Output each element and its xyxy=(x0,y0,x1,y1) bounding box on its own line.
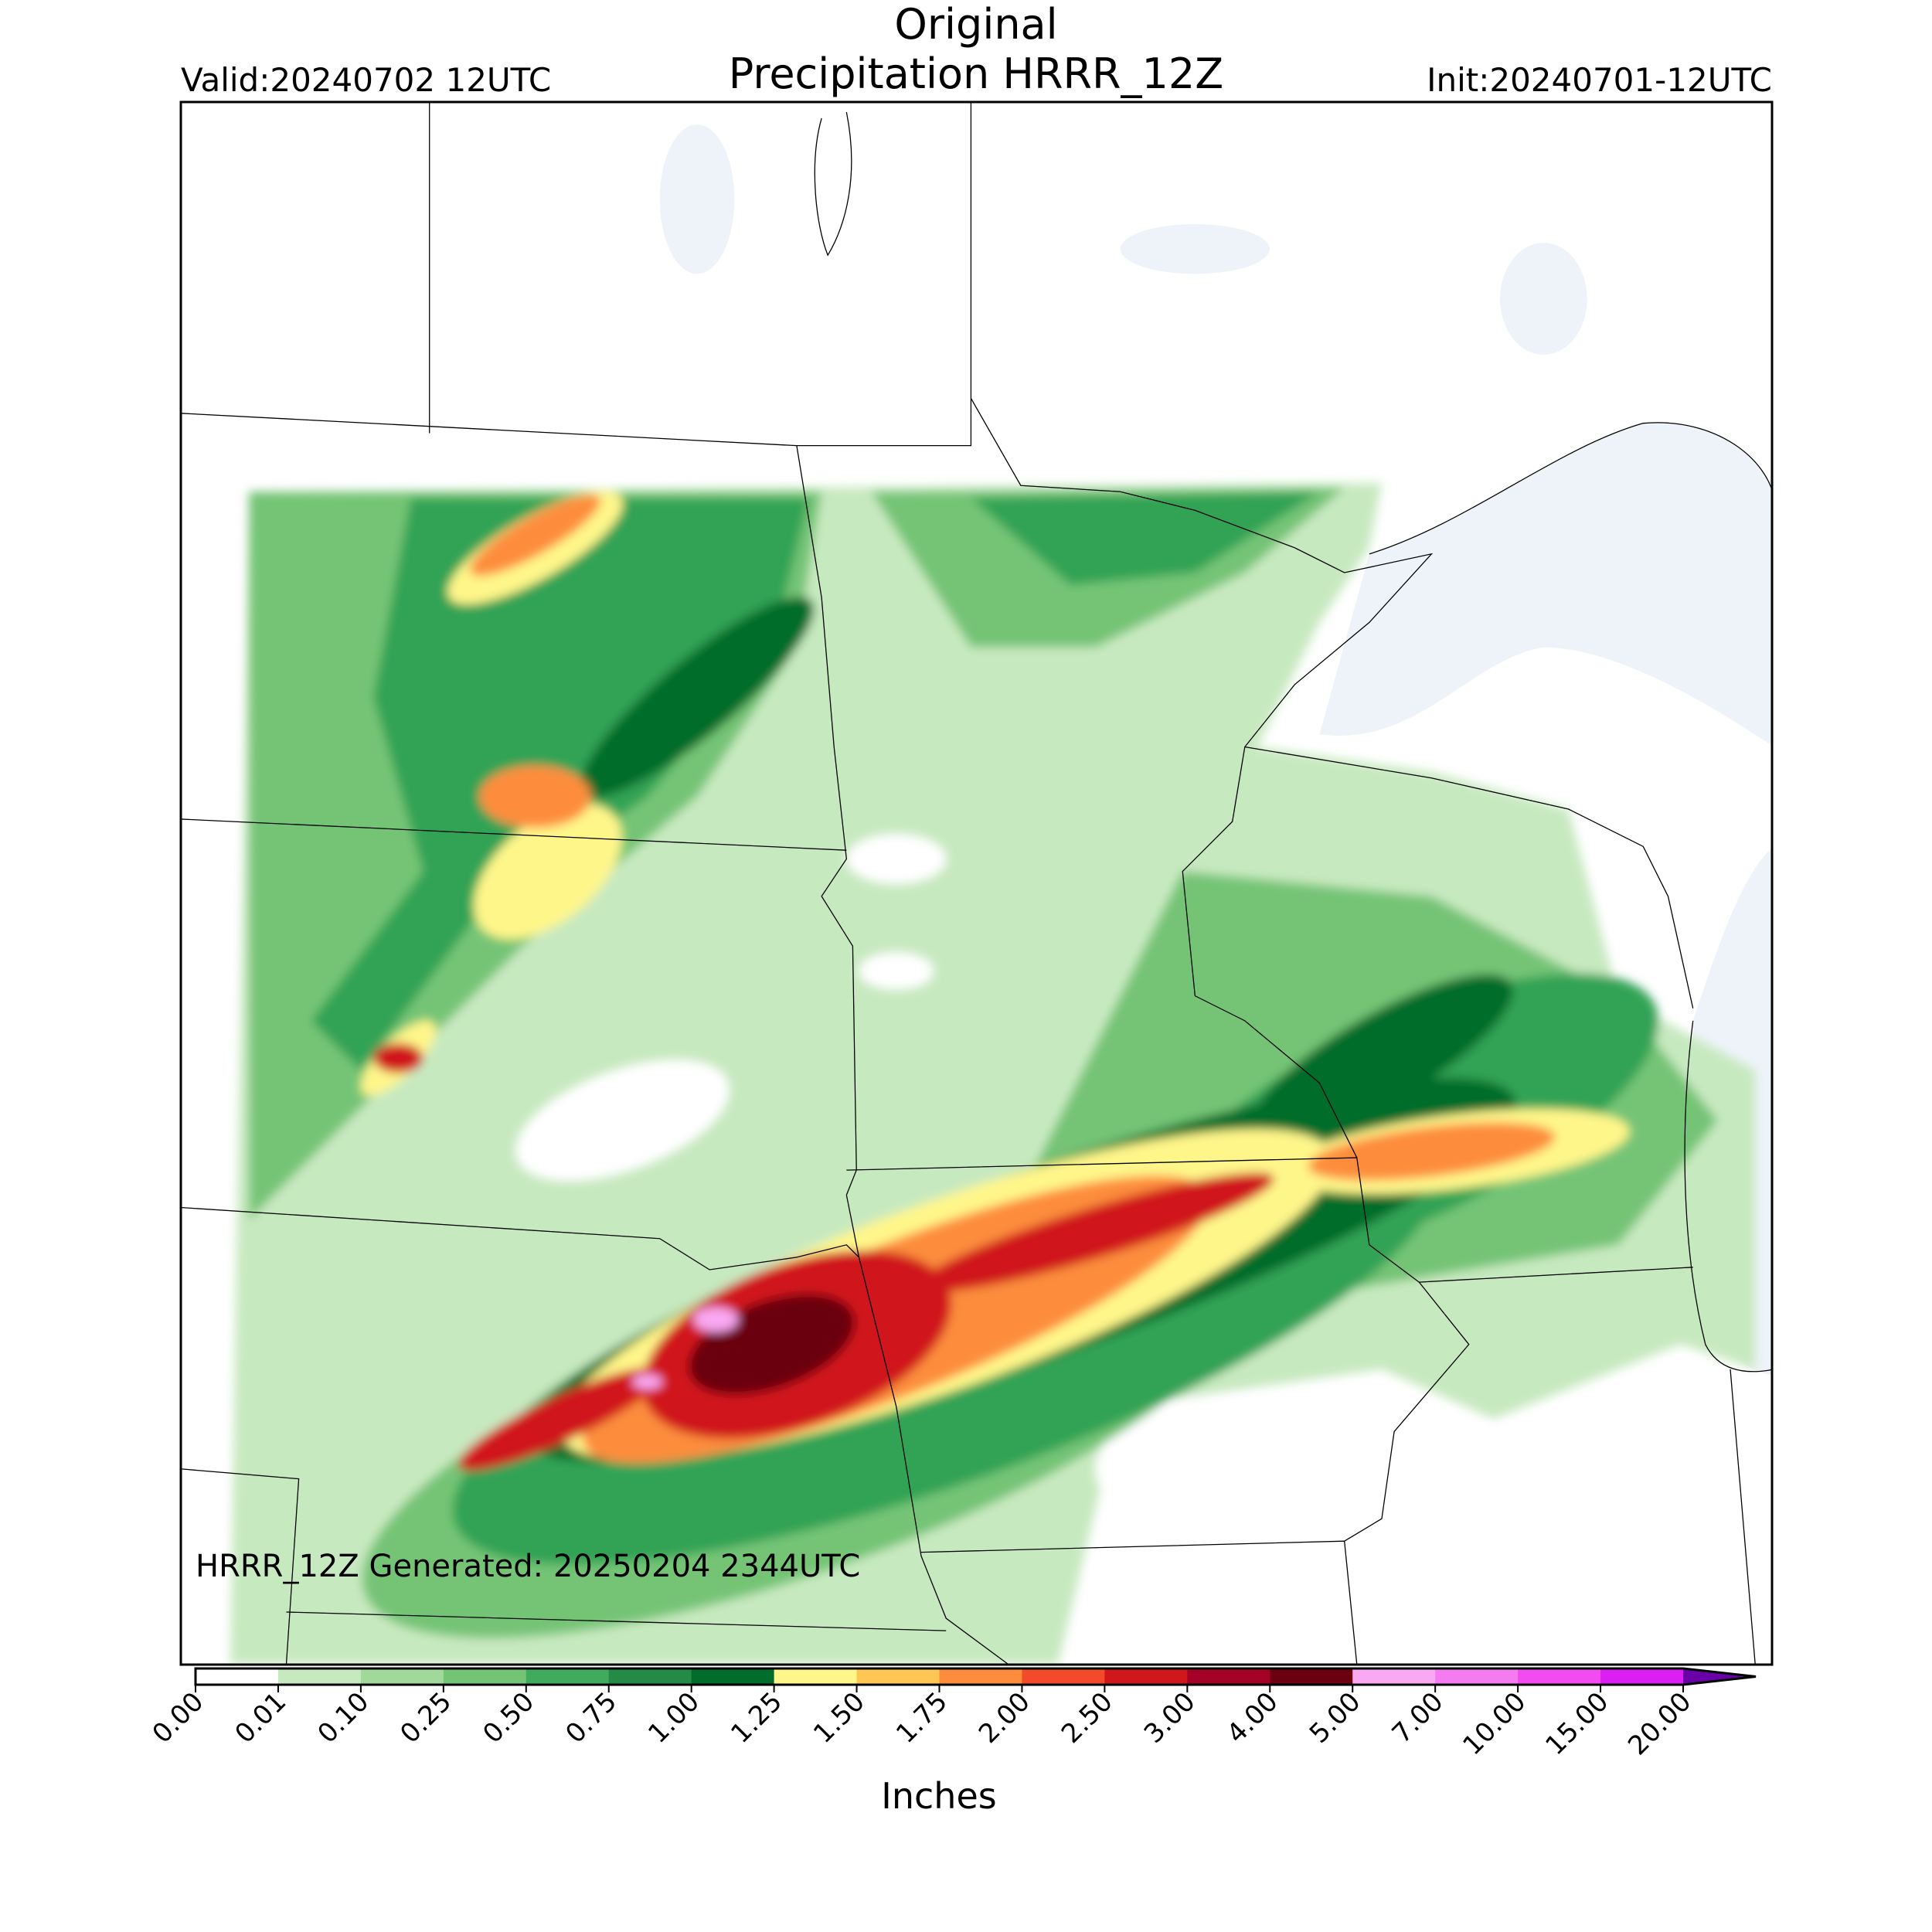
colorbar-label: Inches xyxy=(881,1775,996,1817)
colorbar-segment xyxy=(277,1668,362,1685)
colorbar-tick-label: 0.50 xyxy=(477,1686,540,1750)
title-line1: Original xyxy=(894,0,1057,49)
init-time: Init:20240701-12UTC xyxy=(1427,61,1772,99)
colorbar-segment xyxy=(196,1668,279,1685)
colorbar-tick-label: 0.75 xyxy=(560,1686,623,1750)
colorbar-tick-label: 4.00 xyxy=(1221,1686,1284,1750)
map-frame xyxy=(179,100,1774,1666)
colorbar-outline xyxy=(194,1667,1757,1686)
colorbar-extend xyxy=(1683,1668,1756,1685)
colorbar-tick-label: 1.75 xyxy=(890,1686,954,1750)
colorbar: 0.00 0.01 0.10 0.25 0.50 0.75 1.00 1.25 1.50 1.75… xyxy=(147,1667,1757,1761)
colorbar-segment xyxy=(691,1668,775,1685)
colorbar-segment xyxy=(608,1668,692,1685)
colorbar-segment xyxy=(1435,1668,1519,1685)
colorbar-segment xyxy=(1270,1668,1353,1685)
valid-time: Valid:20240702 12UTC xyxy=(181,61,551,99)
colorbar-tick-label: 5.00 xyxy=(1304,1686,1367,1750)
colorbar-tick-label: 0.01 xyxy=(229,1686,292,1750)
title-line2: Precipitation HRRR_12Z xyxy=(729,49,1224,98)
colorbar-segment xyxy=(443,1668,527,1685)
borders xyxy=(181,102,1772,1665)
colorbar-segment xyxy=(526,1668,610,1685)
colorbar-segment xyxy=(1352,1668,1436,1685)
colorbar-tick-label: 2.50 xyxy=(1056,1686,1119,1750)
precip-field xyxy=(230,482,1756,1665)
colorbar-tick-label: 0.10 xyxy=(311,1686,375,1750)
colorbar-tick-label: 2.00 xyxy=(973,1686,1036,1750)
colorbar-segment xyxy=(1104,1668,1188,1685)
colorbar-segment xyxy=(1600,1668,1684,1685)
colorbar-segment xyxy=(360,1668,444,1685)
colorbar-segment xyxy=(1518,1668,1601,1685)
colorbar-tick-label: 3.00 xyxy=(1138,1686,1202,1750)
colorbar-tick-label: 1.50 xyxy=(808,1686,871,1750)
generated-note: HRRR_12Z Generated: 20250204 2344UTC xyxy=(196,1549,860,1584)
colorbar-segment xyxy=(856,1668,940,1685)
colorbar-tick-label: 0.00 xyxy=(147,1686,210,1750)
colorbar-segment xyxy=(774,1668,858,1685)
colorbar-tick-label: 10.00 xyxy=(1457,1686,1532,1761)
colorbar-segment xyxy=(1022,1668,1105,1685)
colorbar-tick-label: 20.00 xyxy=(1622,1686,1697,1761)
colorbar-segment xyxy=(939,1668,1022,1685)
colorbar-tick-label: 7.00 xyxy=(1386,1686,1450,1750)
colorbar-tick-label: 1.25 xyxy=(725,1686,788,1750)
map xyxy=(181,102,1772,1665)
colorbar-tick-label: 15.00 xyxy=(1539,1686,1614,1761)
colorbar-tick-label: 1.00 xyxy=(642,1686,706,1750)
colorbar-segment xyxy=(1187,1668,1270,1685)
colorbar-tick-label: 0.25 xyxy=(394,1686,457,1750)
